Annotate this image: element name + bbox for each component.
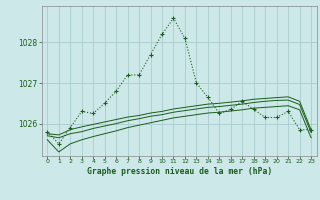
X-axis label: Graphe pression niveau de la mer (hPa): Graphe pression niveau de la mer (hPa): [87, 167, 272, 176]
